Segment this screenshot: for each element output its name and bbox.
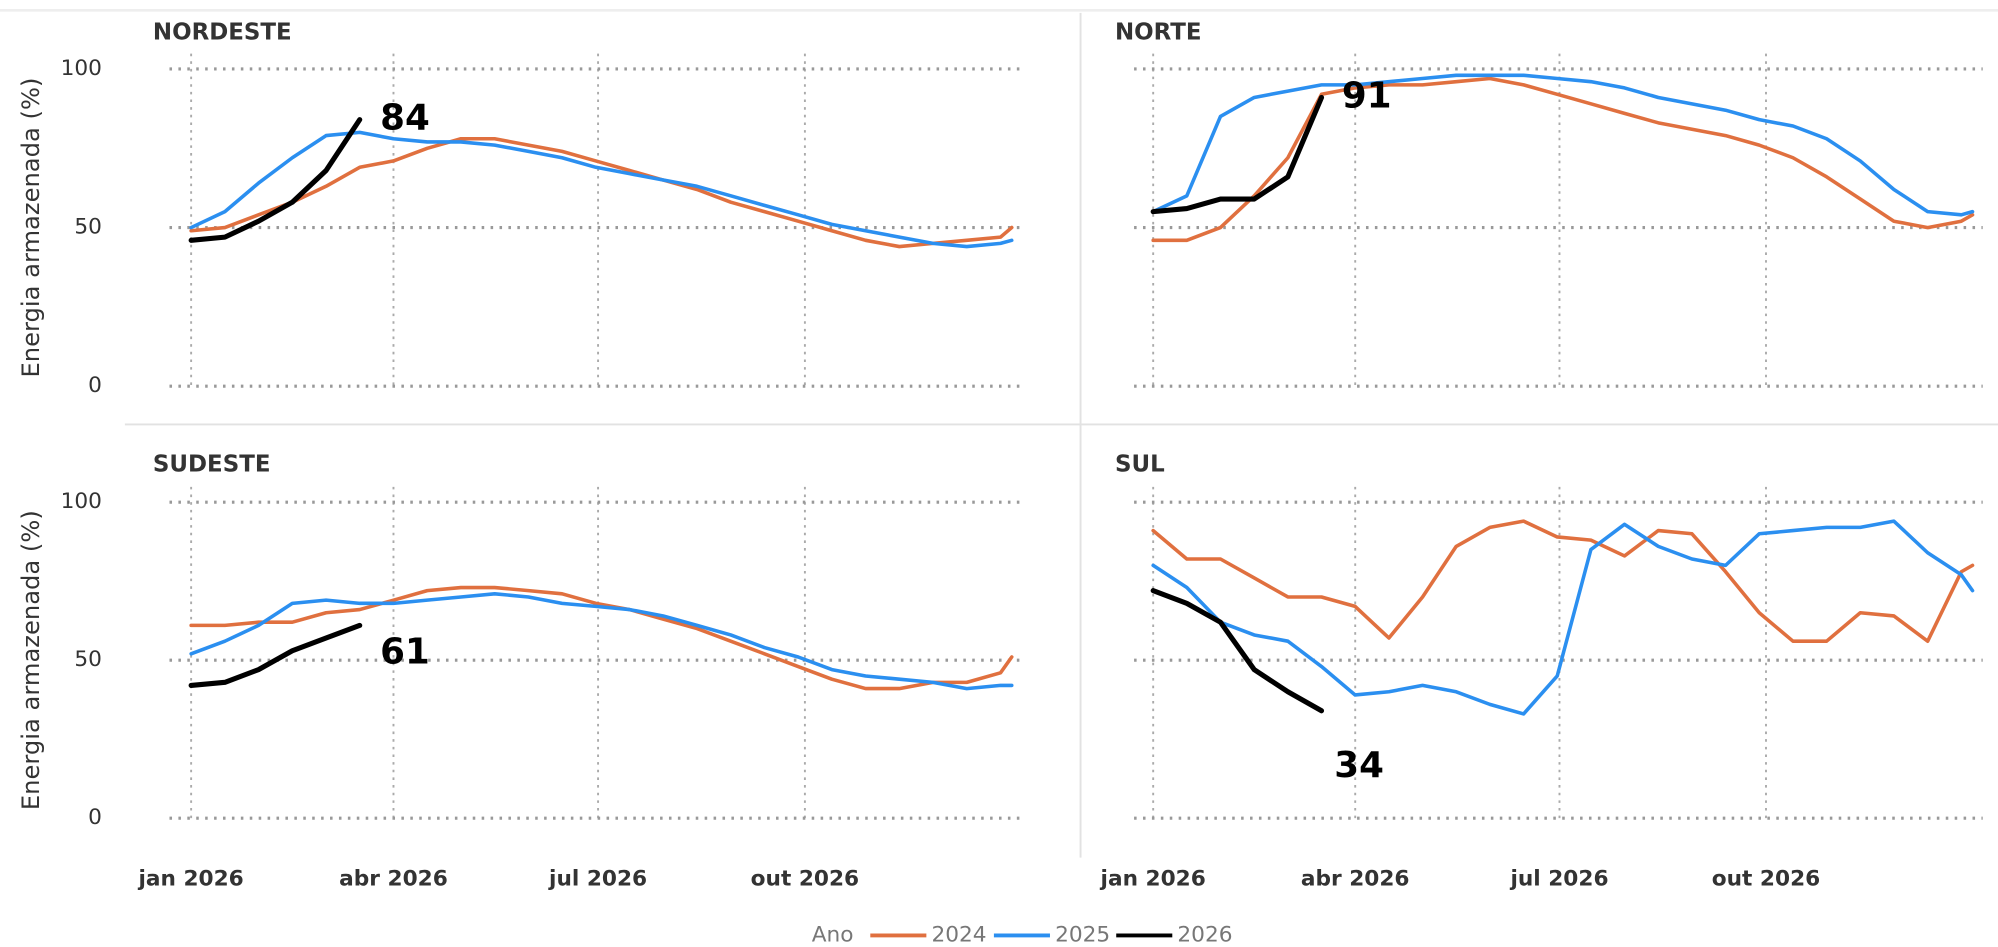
x-tick-label: out 2026 — [1712, 866, 1820, 891]
data-label: 61 — [380, 631, 430, 672]
series-line — [1151, 519, 1975, 716]
x-tick-label: out 2026 — [751, 866, 859, 891]
y-tick-label: 0 — [88, 805, 102, 830]
panel-title: SUDESTE — [153, 452, 271, 478]
y-tick-label: 0 — [88, 373, 102, 398]
series-line — [1151, 519, 1975, 643]
series-line — [1151, 73, 1975, 217]
legend-title: Ano — [812, 922, 854, 947]
x-tick-label: jul 2026 — [548, 866, 647, 891]
x-tick-label: jan 2026 — [137, 866, 243, 891]
data-label: 34 — [1334, 745, 1384, 786]
y-tick-label: 50 — [74, 647, 102, 672]
series-line — [189, 136, 1014, 249]
panel-title: SUL — [1115, 452, 1165, 478]
series-line — [1150, 94, 1325, 215]
legend-label: 2026 — [1177, 922, 1232, 947]
series-line — [188, 622, 363, 688]
data-label: 84 — [380, 98, 430, 139]
y-tick-label: 100 — [61, 489, 102, 514]
panel-title: NORTE — [1115, 20, 1202, 46]
series-line — [188, 117, 363, 243]
legend-label: 2024 — [931, 922, 986, 947]
legend-label: 2025 — [1055, 922, 1110, 947]
x-tick-label: jan 2026 — [1100, 866, 1206, 891]
series-line — [1150, 588, 1325, 714]
y-axis-label: Energia armazenada (%) — [17, 510, 45, 810]
x-tick-label: abr 2026 — [1301, 866, 1410, 891]
y-tick-label: 100 — [61, 56, 102, 81]
x-tick-label: jul 2026 — [1509, 866, 1608, 891]
series-line — [189, 130, 1014, 249]
data-label: 91 — [1342, 75, 1392, 116]
series-line — [189, 592, 1014, 691]
series-line — [1151, 76, 1975, 243]
x-tick-label: abr 2026 — [339, 866, 448, 891]
y-tick-label: 50 — [74, 215, 102, 240]
y-axis-label: Energia armazenada (%) — [17, 78, 45, 378]
panel-title: NORDESTE — [153, 20, 292, 46]
